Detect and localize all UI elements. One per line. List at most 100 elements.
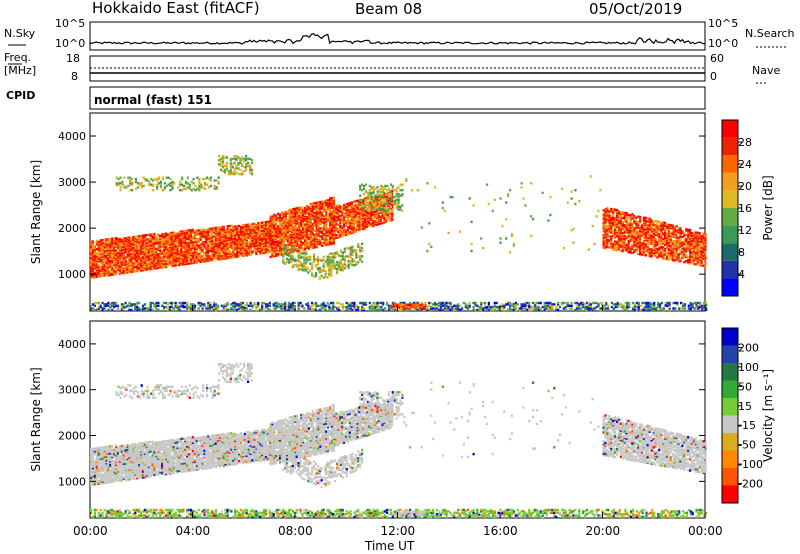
heatmap-cell [172, 256, 175, 259]
heatmap-cell [180, 263, 183, 266]
heatmap-cell [109, 269, 112, 272]
heatmap-cell [182, 261, 185, 265]
heatmap-cell [316, 259, 319, 262]
heatmap-cell [303, 265, 306, 268]
heatmap-cell [157, 182, 161, 185]
heatmap-cell [170, 258, 173, 261]
heatmap-cell [282, 237, 285, 240]
heatmap-cell [608, 239, 611, 242]
heatmap-cell [232, 232, 235, 235]
heatmap-cell [315, 214, 318, 217]
heatmap-cell [348, 215, 351, 219]
heatmap-cell [333, 227, 336, 231]
heatmap-cell [259, 250, 262, 254]
heatmap-cell [245, 168, 248, 172]
heatmap-cell [616, 214, 619, 217]
heatmap-cell [354, 213, 357, 217]
heatmap-cell [383, 192, 386, 195]
heatmap-cell [328, 265, 331, 268]
heatmap-cell [195, 253, 198, 256]
heatmap-cell [149, 249, 152, 253]
heatmap-cell [373, 222, 376, 226]
heatmap-cell [296, 216, 299, 220]
heatmap-cell [211, 259, 214, 262]
heatmap-cell [359, 250, 362, 253]
heatmap-cell [687, 241, 690, 244]
heatmap-cell [155, 256, 158, 259]
heatmap-cell [230, 253, 233, 256]
heatmap-cell [153, 254, 156, 258]
heatmap-cell [116, 239, 120, 242]
heatmap-cell [302, 218, 305, 221]
heatmap-cell [302, 219, 305, 223]
heatmap-cell [165, 240, 168, 244]
heatmap-cell [356, 200, 359, 204]
heatmap-cell [660, 234, 663, 238]
heatmap-cell [279, 245, 282, 248]
heatmap-cell [207, 259, 210, 262]
heatmap-cell [376, 186, 379, 189]
heatmap-cell [197, 259, 200, 262]
heatmap-cell [677, 260, 680, 263]
heatmap-cell [99, 253, 102, 256]
heatmap-cell [130, 251, 133, 254]
heatmap-cell [685, 260, 688, 263]
heatmap-cell [115, 242, 118, 245]
heatmap-cell [341, 265, 344, 268]
heatmap-cell [241, 247, 244, 251]
heatmap-cell [93, 263, 96, 266]
heatmap-cell [126, 249, 129, 252]
heatmap-cell [376, 205, 379, 208]
heatmap-cell [153, 267, 156, 270]
heatmap-cell [315, 238, 318, 242]
heatmap-cell [136, 245, 139, 248]
heatmap-cell [307, 206, 310, 209]
heatmap-cell [238, 240, 241, 243]
heatmap-cell [191, 237, 195, 240]
heatmap-cell [138, 248, 141, 252]
heatmap-cell [261, 245, 264, 248]
heatmap-cell [243, 254, 246, 257]
heatmap-cell [335, 218, 338, 222]
heatmap-cell [360, 209, 363, 212]
heatmap-cell [329, 222, 332, 225]
heatmap-cell [312, 260, 316, 263]
heatmap-cell [193, 233, 196, 237]
heatmap-cell [337, 218, 340, 221]
heatmap-cell [300, 209, 303, 212]
nsky-label: N.Sky [4, 27, 36, 40]
heatmap-cell [159, 265, 162, 268]
heatmap-cell [399, 208, 402, 211]
heatmap-cell [138, 236, 141, 239]
heatmap-cell [229, 166, 232, 169]
heatmap-cell [341, 226, 344, 229]
heatmap-cell [211, 254, 214, 258]
heatmap-cell [311, 205, 314, 208]
heatmap-cell [241, 249, 244, 252]
heatmap-cell [307, 236, 310, 239]
heatmap-cell [161, 177, 164, 181]
heatmap-cell [610, 242, 613, 245]
heatmap-cell [128, 266, 131, 270]
heatmap-cell [157, 254, 160, 257]
heatmap-cell [359, 194, 362, 197]
heatmap-cell [292, 225, 295, 229]
heatmap-cell [195, 240, 198, 243]
heatmap-cell [667, 237, 670, 240]
heatmap-cell [95, 239, 98, 243]
heatmap-cell [370, 186, 373, 189]
heatmap-cell [147, 250, 150, 253]
heatmap-cell [132, 266, 135, 269]
heatmap-cell [161, 252, 164, 255]
heatmap-cell [201, 257, 204, 261]
heatmap-cell [115, 257, 118, 261]
heatmap-cell [360, 210, 363, 214]
heatmap-cell [178, 237, 181, 240]
heatmap-cell [165, 246, 168, 249]
heatmap-cell [317, 212, 320, 215]
heatmap-cell [111, 238, 114, 242]
heatmap-cell [184, 231, 187, 234]
heatmap-cell [385, 212, 388, 215]
heatmap-cell [300, 236, 303, 240]
heatmap-cell [180, 248, 183, 251]
